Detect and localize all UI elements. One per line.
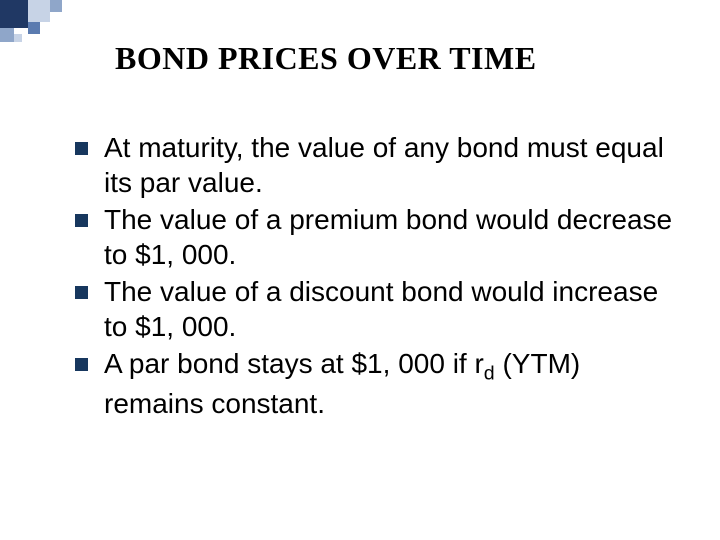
decor-square xyxy=(50,0,62,12)
bullet-list: At maturity, the value of any bond must … xyxy=(75,130,680,423)
list-item: At maturity, the value of any bond must … xyxy=(75,130,680,200)
bullet-text: At maturity, the value of any bond must … xyxy=(104,130,680,200)
list-item: The value of a discount bond would incre… xyxy=(75,274,680,344)
list-item: A par bond stays at $1, 000 if rd (YTM) … xyxy=(75,346,680,421)
slide-title: BOND PRICES OVER TIME xyxy=(115,40,537,77)
bullet-icon xyxy=(75,142,88,155)
bullet-icon xyxy=(75,286,88,299)
decor-square xyxy=(28,22,40,34)
decor-square xyxy=(0,28,14,42)
bullet-text: The value of a discount bond would incre… xyxy=(104,274,680,344)
decor-square xyxy=(28,0,50,22)
decor-square xyxy=(0,0,28,28)
list-item: The value of a premium bond would decrea… xyxy=(75,202,680,272)
decor-square xyxy=(14,34,22,42)
bullet-text: The value of a premium bond would decrea… xyxy=(104,202,680,272)
bullet-text: A par bond stays at $1, 000 if rd (YTM) … xyxy=(104,346,680,421)
corner-decoration xyxy=(0,0,90,50)
bullet-icon xyxy=(75,214,88,227)
bullet-icon xyxy=(75,358,88,371)
